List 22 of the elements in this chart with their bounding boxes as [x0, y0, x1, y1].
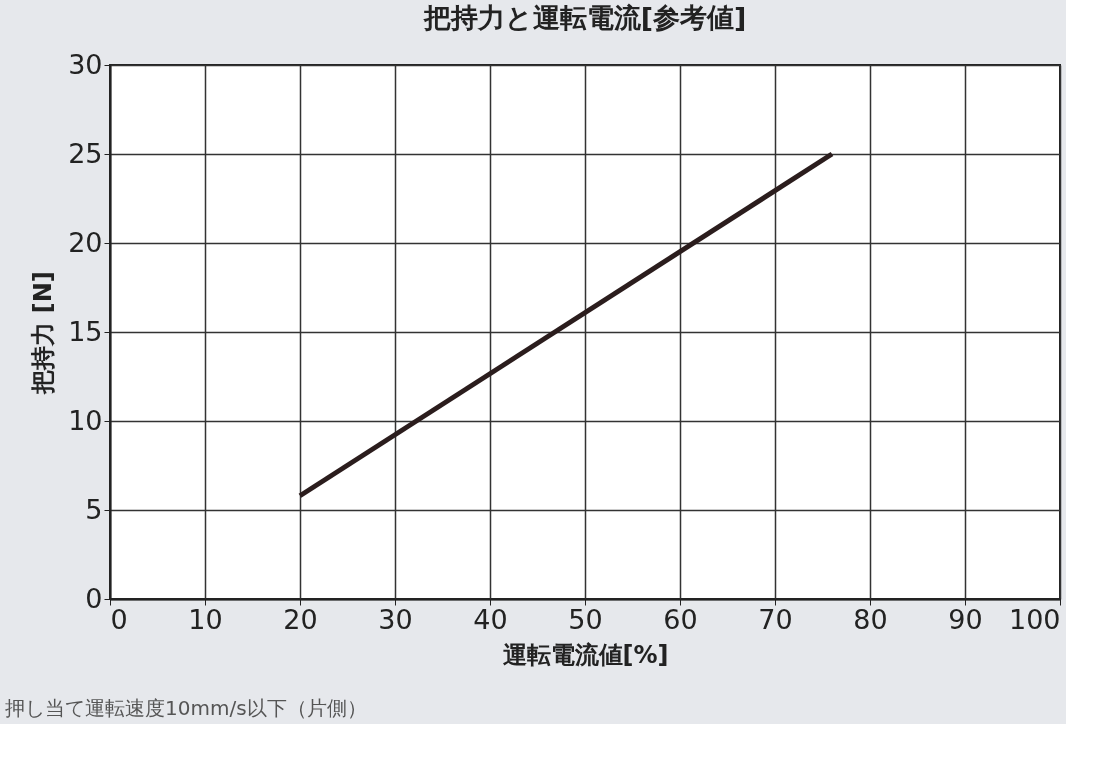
- y-tick-label: 10: [68, 404, 103, 436]
- x-tick-label: 80: [853, 603, 888, 635]
- y-tick-label: 30: [68, 48, 103, 80]
- y-tick-label: 25: [68, 137, 103, 169]
- y-tick-label: 5: [85, 493, 103, 525]
- x-tick-label: 40: [473, 603, 508, 635]
- x-tick-label: 90: [948, 603, 983, 635]
- x-tick-label: 10: [188, 603, 223, 635]
- x-axis-title: 運転電流値[%]: [502, 640, 669, 669]
- y-tick-label: 15: [68, 315, 103, 347]
- x-tick-label: 100: [1008, 603, 1061, 635]
- y-tick-label: 0: [85, 582, 103, 614]
- x-tick-label: 30: [378, 603, 413, 635]
- x-tick-label: 0: [110, 603, 128, 635]
- x-tick-label: 50: [568, 603, 603, 635]
- y-axis-title: 把持力 [N]: [29, 271, 58, 395]
- text: 押し当て運転速度10mm/s以下（片側）: [5, 696, 367, 720]
- chart-title: 把持力と運転電流[参考値]: [422, 2, 747, 33]
- x-tick-label: 60: [663, 603, 698, 635]
- y-tick-label: 20: [68, 226, 103, 258]
- x-tick-label: 20: [283, 603, 318, 635]
- x-tick-label: 70: [758, 603, 793, 635]
